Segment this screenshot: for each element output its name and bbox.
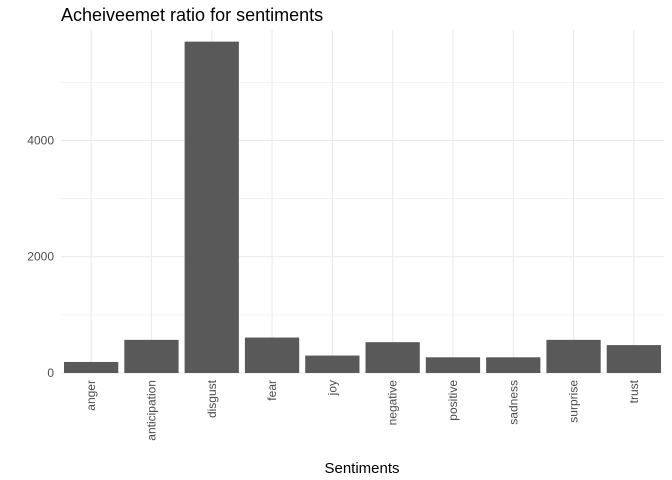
x-tick-label: fear: [265, 380, 279, 401]
chart-title: Acheiveemet ratio for sentiments: [61, 5, 324, 25]
x-tick-label: disgust: [205, 379, 219, 418]
x-tick-label: anger: [84, 380, 98, 411]
grid-minor: [61, 82, 664, 316]
x-tick-label: joy: [325, 380, 339, 396]
x-axis-title: Sentiments: [324, 460, 399, 477]
y-tick-label: 2000: [27, 250, 54, 264]
y-tick-label: 4000: [27, 133, 54, 147]
bar-negative: [365, 342, 420, 373]
x-tick-label: sadness: [506, 380, 520, 425]
x-tick-label: surprise: [567, 380, 581, 423]
bar-trust: [606, 345, 661, 373]
x-tick-label: anticipation: [144, 380, 158, 441]
bar-anger: [64, 361, 119, 373]
y-tick-label: 0: [47, 366, 54, 380]
y-tick-labels: 0 2000 4000: [27, 133, 54, 380]
x-tick-label: negative: [386, 380, 400, 426]
bar-sadness: [486, 357, 541, 373]
bar-anticipation: [124, 339, 179, 373]
x-tick-label: trust: [627, 379, 641, 403]
bar-positive: [425, 357, 481, 373]
bar-joy: [305, 355, 360, 373]
bar-surprise: [546, 339, 601, 373]
bars: [64, 41, 661, 374]
bar-fear: [244, 337, 300, 373]
x-tick-labels: anger anticipation disgust fear joy negative p…: [84, 379, 641, 440]
grid-major: [61, 30, 664, 374]
bar-disgust: [184, 41, 239, 374]
x-tick-label: positive: [446, 380, 460, 421]
